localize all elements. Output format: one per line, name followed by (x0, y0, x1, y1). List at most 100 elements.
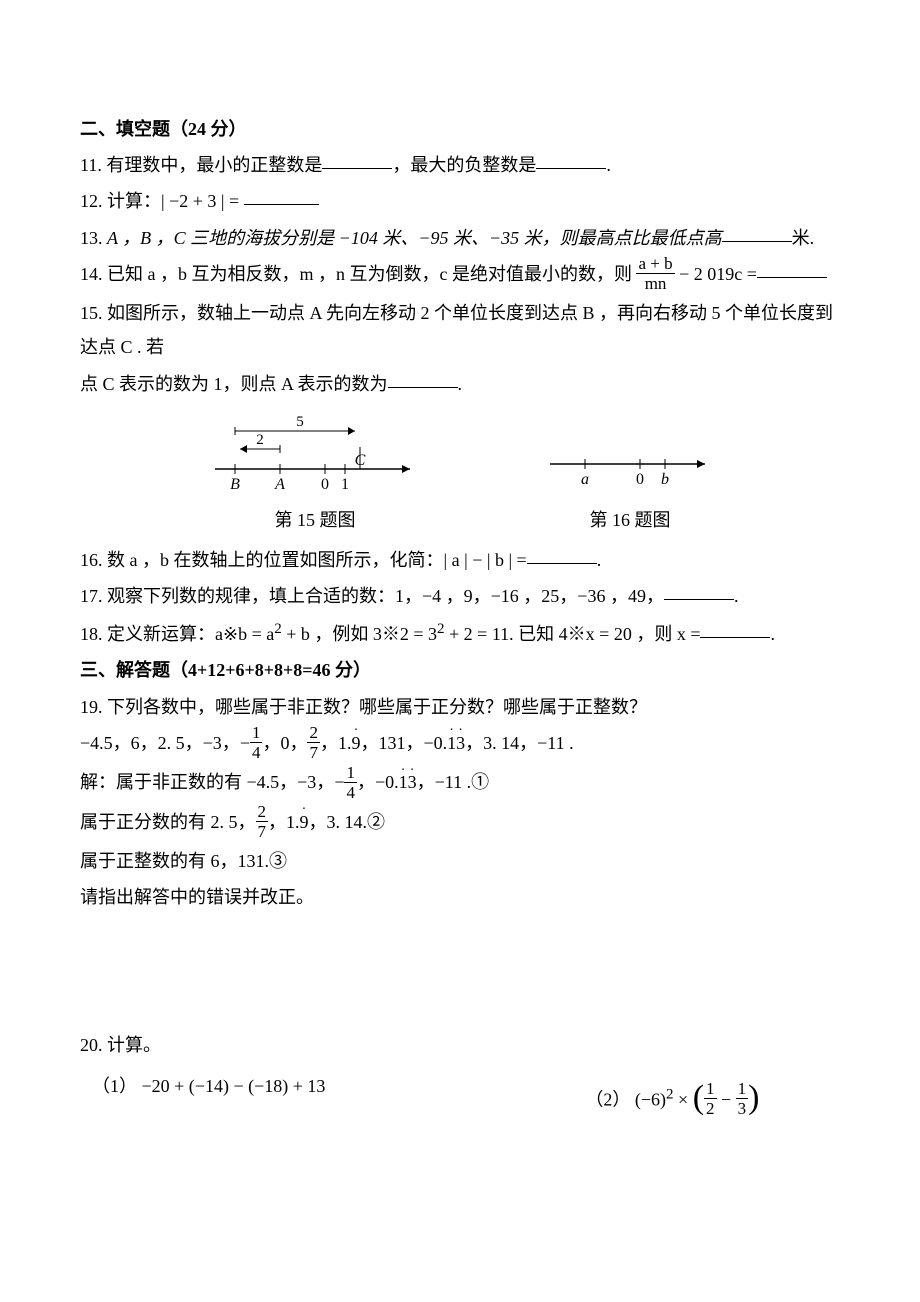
fig15-B: B (230, 476, 240, 493)
q15-blank[interactable] (388, 369, 458, 388)
question-20-title: 20. 计算。 (80, 1028, 840, 1062)
q19-l2-dot: 9 (300, 805, 309, 839)
figure-15-block: B A 0 1 C 2 5 第 15 题图 (205, 409, 425, 537)
q18-exp2: 2 (437, 621, 445, 637)
figure-16-caption: 第 16 题图 (545, 503, 715, 537)
q18-mid2: + 2 = 11. 已知 4※x = 20 ，则 x = (445, 624, 701, 644)
q16-expr: | a | − | b | = (444, 550, 527, 570)
q11-blank-1[interactable] (322, 150, 392, 169)
q19-c: ，1. (320, 733, 352, 753)
question-19-sol-2: 属于正分数的有 2. 5，27，1.9，3. 14.② (80, 805, 840, 842)
q19-f2: 27 (307, 724, 320, 761)
question-16: 16. 数 a ，b 在数轴上的位置如图所示，化简：| a | − | b | … (80, 543, 840, 577)
q14-den: mn (636, 274, 674, 292)
question-19-sol-4: 请指出解答中的错误并改正。 (80, 880, 840, 914)
question-12: 12. 计算：| −2 + 3 | = (80, 184, 840, 218)
section-2-title: 二、填空题（24 分） (80, 112, 840, 146)
q13-pre: 13. (80, 228, 107, 248)
q17-pre: 17. 观察下列数的规律，填上合适的数：1，−4 ，9，−16 ，25，−36 … (80, 586, 664, 606)
q19-f1-num: 1 (250, 724, 263, 743)
q12-expr: | −2 + 3 | = (161, 191, 239, 211)
q18-mid1: + b ，例如 3※2 = 3 (282, 624, 437, 644)
q14-tail: − 2 019c = (675, 264, 757, 284)
q19-e: ，3. 14，−11 . (465, 733, 573, 753)
fig15-5: 5 (296, 414, 304, 430)
q18-pre: 18. 定义新运算：a※b = a (80, 624, 274, 644)
q14-num: a + b (636, 255, 674, 274)
q20-2-minus: − (717, 1089, 736, 1109)
q19-l2-mid: ，1. (268, 812, 300, 832)
figure-15-caption: 第 15 题图 (205, 503, 425, 537)
q17-blank[interactable] (664, 581, 734, 600)
q19-d-dot2: 3 (456, 726, 465, 760)
q16-blank[interactable] (527, 545, 597, 564)
q16-pre: 16. 数 a ，b 在数轴上的位置如图所示，化简： (80, 550, 444, 570)
question-18: 18. 定义新运算：a※b = a2 + b ，例如 3※2 = 32 + 2 … (80, 615, 840, 651)
question-17: 17. 观察下列数的规律，填上合适的数：1，−4 ，9，−16 ，25，−36 … (80, 579, 840, 613)
question-20-row: （1） −20 + (−14) − (−18) + 13 （2） (−6)2 ×… (80, 1069, 840, 1134)
fig16-a: a (581, 471, 589, 488)
q19-l2-pre: 属于正分数的有 2. 5， (80, 812, 256, 832)
fig15-A: A (274, 476, 285, 493)
q19-sol-frac: 14 (344, 764, 357, 801)
figure-16-svg: a 0 b (545, 409, 715, 499)
question-15-line2: 点 C 表示的数为 1，则点 A 表示的数为. (80, 367, 840, 401)
q12-pre: 12. 计算： (80, 191, 161, 211)
fig15-1: 1 (341, 476, 349, 493)
q15-l2-pre: 点 C 表示的数为 1，则点 A 表示的数为 (80, 374, 388, 394)
question-20-1: （1） −20 + (−14) − (−18) + 13 (92, 1069, 325, 1134)
q11-end: . (606, 155, 611, 175)
q19-sol-f-num: 1 (344, 764, 357, 783)
q18-exp1: 2 (274, 621, 282, 637)
q15-l2-end: . (458, 374, 463, 394)
q19-c-dot: 9 (351, 726, 360, 760)
q19-l2-f-num: 2 (256, 803, 269, 822)
figure-15-svg: B A 0 1 C 2 5 (205, 409, 425, 499)
fig15-0: 0 (321, 476, 329, 493)
fig16-0: 0 (636, 471, 644, 488)
lparen-icon: ( (693, 1079, 704, 1116)
q13-body: A ，B ，C 三地的海拔分别是 −104 米、−95 米、−35 米，则最高点… (107, 228, 722, 248)
q19-f1: 14 (250, 724, 263, 761)
q13-unit: 米. (792, 228, 815, 248)
q17-end: . (734, 586, 739, 606)
q11-blank-2[interactable] (536, 150, 606, 169)
q19-sol-f-den: 4 (344, 783, 357, 801)
q14-fraction: a + b mn (636, 255, 674, 292)
q20-2-f2-den: 3 (736, 1099, 749, 1117)
question-19-sol-1: 解：属于非正数的有 −4.5，−3，−14，−0.13，−11 .① (80, 765, 840, 802)
question-20-2: （2） (−6)2 × (12 − 13) (585, 1069, 759, 1134)
q20-2-exp: 2 (666, 1086, 674, 1102)
q20-2-times: × (674, 1089, 693, 1109)
q19-l2-frac: 27 (256, 803, 269, 840)
q19-d: ，131，−0. (360, 733, 447, 753)
q20-1-expr: −20 + (−14) − (−18) + 13 (142, 1076, 326, 1096)
q20-2-f2: 13 (736, 1080, 749, 1117)
figure-16-block: a 0 b 第 16 题图 (545, 409, 715, 537)
q18-end: . (770, 624, 775, 644)
q20-2-label: （2） (585, 1089, 630, 1109)
fig16-b: b (661, 471, 669, 488)
q19-a: −4.5，6，2. 5，−3， (80, 733, 240, 753)
spacer (80, 916, 840, 1026)
figure-row: B A 0 1 C 2 5 第 15 题图 (80, 409, 840, 537)
q19-f1-den: 4 (250, 743, 263, 761)
q19-circ-3: ③ (269, 851, 287, 871)
q19-sol-dot2: 3 (408, 765, 417, 799)
q19-d-dot1: 1 (447, 726, 456, 760)
fig15-2: 2 (256, 432, 264, 448)
q12-blank[interactable] (244, 186, 319, 205)
q19-l2-f-den: 7 (256, 822, 269, 840)
q14-blank[interactable] (757, 259, 827, 278)
exam-page: 二、填空题（24 分） 11. 有理数中，最小的正整数是，最大的负整数是. 12… (0, 0, 920, 1173)
question-19-list: −4.5，6，2. 5，−3，−14，0，27，1.9，131，−0.13，3.… (80, 726, 840, 763)
q11-pre: 11. 有理数中，最小的正整数是 (80, 155, 322, 175)
q19-circ-1: ① (471, 772, 489, 792)
q20-2-base: (−6) (635, 1089, 666, 1109)
q18-blank[interactable] (700, 619, 770, 638)
q20-1-label: （1） (92, 1076, 137, 1096)
q20-2-f1-den: 2 (704, 1099, 717, 1117)
q20-2-f2-num: 1 (736, 1080, 749, 1099)
q13-blank[interactable] (722, 223, 792, 242)
question-11: 11. 有理数中，最小的正整数是，最大的负整数是. (80, 148, 840, 182)
